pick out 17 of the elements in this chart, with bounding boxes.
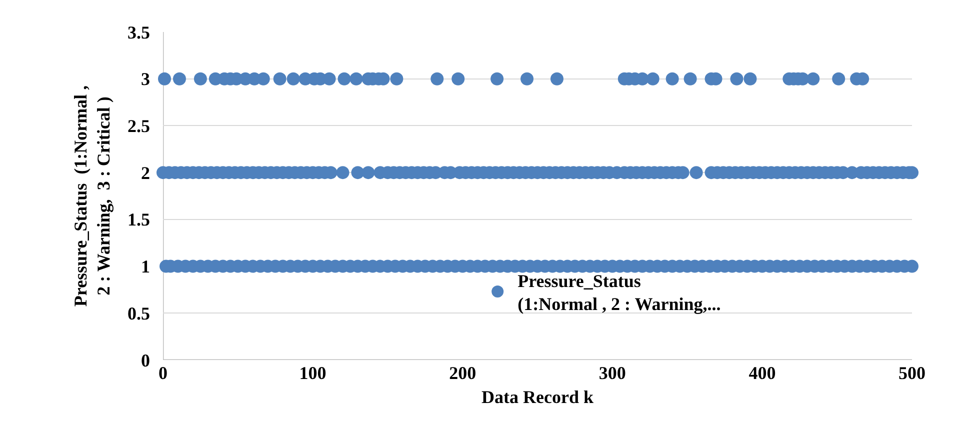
y-tick-label: 2 <box>141 162 150 183</box>
y-tick-label: 2.5 <box>128 116 150 136</box>
x-tick-label: 400 <box>748 363 776 383</box>
x-tick-label: 500 <box>898 363 926 383</box>
y-tick-label: 0.5 <box>128 303 150 324</box>
legend-label: Pressure_Status (1:Normal , 2 : Warning,... <box>518 270 721 314</box>
y-tick-label: 0 <box>141 350 150 370</box>
y-tick-label: 1 <box>141 256 150 277</box>
x-tick-label: 300 <box>598 363 626 383</box>
y-axis-title: Pressure_Status (1:Normal , 2 : Warning, 3 : Critical ) <box>70 85 114 307</box>
y-tick-label: 3.5 <box>128 22 150 42</box>
x-tick-label: 100 <box>299 363 326 383</box>
y-tick-label: 1.5 <box>128 210 150 230</box>
x-tick-label: 200 <box>449 363 476 383</box>
y-tick-label: 3 <box>141 69 150 90</box>
x-tick-label: 0 <box>158 363 168 383</box>
x-axis-title: Data Record k <box>482 387 594 408</box>
